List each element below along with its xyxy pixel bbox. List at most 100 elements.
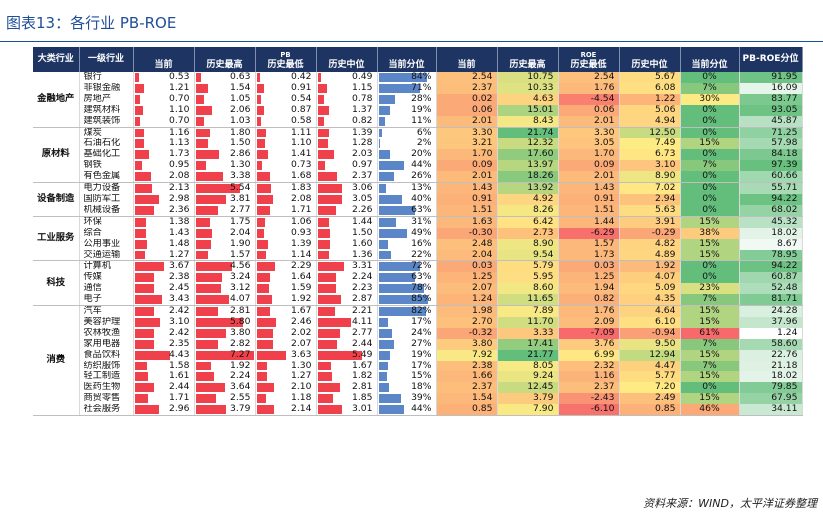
header-roe-low: ROE 历史最低 <box>558 47 620 72</box>
pb-percentile-bar <box>378 383 389 393</box>
pb-percentile-bar <box>378 105 390 115</box>
pb-percentile-value: 63% <box>411 204 432 215</box>
pb-percentile-bar <box>378 128 382 138</box>
pb-cell: 5.54 <box>194 182 256 194</box>
pb-value: 1.13 <box>169 138 190 149</box>
roe-cell: 4.47 <box>619 360 681 372</box>
industry-cell: 传媒 <box>79 272 134 284</box>
pb-value: 1.60 <box>352 238 373 249</box>
pb-value: 0.78 <box>352 93 373 104</box>
pb-percentile-value: 44% <box>411 160 432 171</box>
pb-roe-score-cell: 37.96 <box>739 316 803 328</box>
pb-cell: 2.07 <box>255 338 317 350</box>
roe-cell: 10.75 <box>497 72 559 83</box>
roe-cell: 2.54 <box>558 72 620 83</box>
pb-cell: 5.80 <box>194 316 256 328</box>
table-row: 非银金融 1.21 1.54 0.91 1.15 71% 2.37 10.33 1.76 6.08… <box>33 82 803 94</box>
pb-percentile-value: 71% <box>411 82 432 93</box>
pb-percentile-cell: 49% <box>377 227 437 239</box>
pb-value: 2.77 <box>352 327 373 338</box>
pb-value: 0.91 <box>291 82 312 93</box>
pb-cell: 1.83 <box>255 182 317 194</box>
table-row: 消费 汽车 2.42 2.81 1.67 2.21 82% 1.98 7.89 1.76 4.64 1… <box>33 305 803 417</box>
roe-percentile-cell: 0% <box>680 72 740 83</box>
pb-value: 0.73 <box>291 160 312 171</box>
roe-percentile-cell: 15% <box>680 305 740 317</box>
pb-cell: 1.50 <box>316 227 378 239</box>
pb-cell: 1.57 <box>194 249 256 262</box>
pb-data-bar <box>134 73 139 82</box>
pb-cell: 4.07 <box>194 294 256 307</box>
pb-percentile-bar <box>378 194 402 204</box>
pb-cell: 1.59 <box>255 283 317 295</box>
pb-data-bar <box>134 150 149 160</box>
industry-cell: 房地产 <box>79 93 134 105</box>
pb-roe-score-cell: 1.24 <box>739 327 803 339</box>
pb-percentile-cell: 13% <box>377 182 437 194</box>
pb-cell: 3.64 <box>194 382 256 394</box>
pb-data-bar <box>256 217 266 227</box>
pb-percentile-bar <box>378 205 416 215</box>
roe-percentile-cell: 15% <box>680 249 740 262</box>
pb-data-bar <box>317 405 342 415</box>
pb-cell: 1.21 <box>133 82 195 94</box>
industry-cell: 建筑材料 <box>79 104 134 116</box>
pb-data-bar <box>195 317 243 327</box>
pb-value: 2.24 <box>352 272 373 283</box>
roe-cell: 21.77 <box>497 349 559 361</box>
pb-percentile-value: 84% <box>411 72 432 82</box>
roe-cell: 2.37 <box>558 382 620 394</box>
pb-value: 2.06 <box>230 104 251 115</box>
roe-cell: 2.07 <box>436 283 498 295</box>
roe-cell: 2.01 <box>436 171 498 184</box>
pb-percentile-cell: 44% <box>377 160 437 172</box>
pb-value: 2.82 <box>230 338 251 349</box>
pb-value: 1.54 <box>230 82 251 93</box>
roe-cell: 1.73 <box>558 249 620 262</box>
pb-cell: 3.81 <box>194 193 256 205</box>
pb-data-bar <box>195 239 211 249</box>
roe-cell: 1.43 <box>558 182 620 194</box>
pb-data-bar <box>256 94 261 104</box>
pb-value: 5.49 <box>352 349 373 360</box>
pb-cell: 1.27 <box>255 371 317 383</box>
roe-cell: 0.06 <box>436 104 498 116</box>
sector-cell: 工业服务 <box>33 216 80 262</box>
pb-percentile-value: 20% <box>411 149 432 160</box>
header-roe-current: 当前 <box>436 47 498 72</box>
pb-value: 0.93 <box>291 227 312 238</box>
roe-cell: 2.37 <box>436 82 498 94</box>
table-row: 医药生物 2.44 3.64 2.10 2.81 18% 2.37 12.45 2.37 7.20… <box>33 382 803 394</box>
industry-cell: 建筑装饰 <box>79 115 134 128</box>
roe-cell: 7.90 <box>497 404 559 417</box>
table-row: 设备制造 电力设备 2.13 5.54 1.83 3.06 13% 1.43 13.92 1.43… <box>33 182 803 217</box>
roe-cell: 3.10 <box>619 160 681 172</box>
header-sector: 大类行业 <box>33 47 80 72</box>
pb-data-bar <box>195 150 219 160</box>
roe-cell: 11.65 <box>497 294 559 307</box>
pb-value: 2.81 <box>230 305 251 317</box>
pb-cell: 1.30 <box>194 160 256 172</box>
pb-value: 1.59 <box>291 283 312 294</box>
table-row: 传媒 2.38 3.24 1.64 2.24 63% 1.25 5.95 1.25 4.07 0% 6… <box>33 272 803 284</box>
pb-cell: 3.80 <box>194 327 256 339</box>
source-note: 资料来源：WIND，太平洋证券整理 <box>643 497 817 510</box>
roe-cell: 0.85 <box>436 404 498 417</box>
industry-cell: 农林牧渔 <box>79 327 134 339</box>
pb-value: 2.08 <box>291 193 312 204</box>
roe-cell: 9.54 <box>497 249 559 262</box>
pb-value: 1.10 <box>169 104 190 115</box>
roe-cell: 7.02 <box>619 182 681 194</box>
pb-data-bar <box>134 317 160 327</box>
pb-value: 2.07 <box>291 338 312 349</box>
pb-value: 1.92 <box>230 360 251 371</box>
table-row: 食品饮料 4.43 7.27 3.63 5.49 19% 7.92 21.77 6.99 12.9… <box>33 349 803 361</box>
roe-cell: 3.05 <box>558 138 620 150</box>
pb-percentile-cell: 40% <box>377 193 437 205</box>
roe-cell: 4.07 <box>619 272 681 284</box>
table-row: 综合 1.43 2.04 0.93 1.50 49% -0.30 2.73 -6.29 -0.29… <box>33 227 803 239</box>
roe-cell: 4.63 <box>497 93 559 105</box>
roe-cell: 1.25 <box>436 272 498 284</box>
pb-data-bar <box>256 307 271 316</box>
pb-percentile-bar <box>378 150 391 160</box>
